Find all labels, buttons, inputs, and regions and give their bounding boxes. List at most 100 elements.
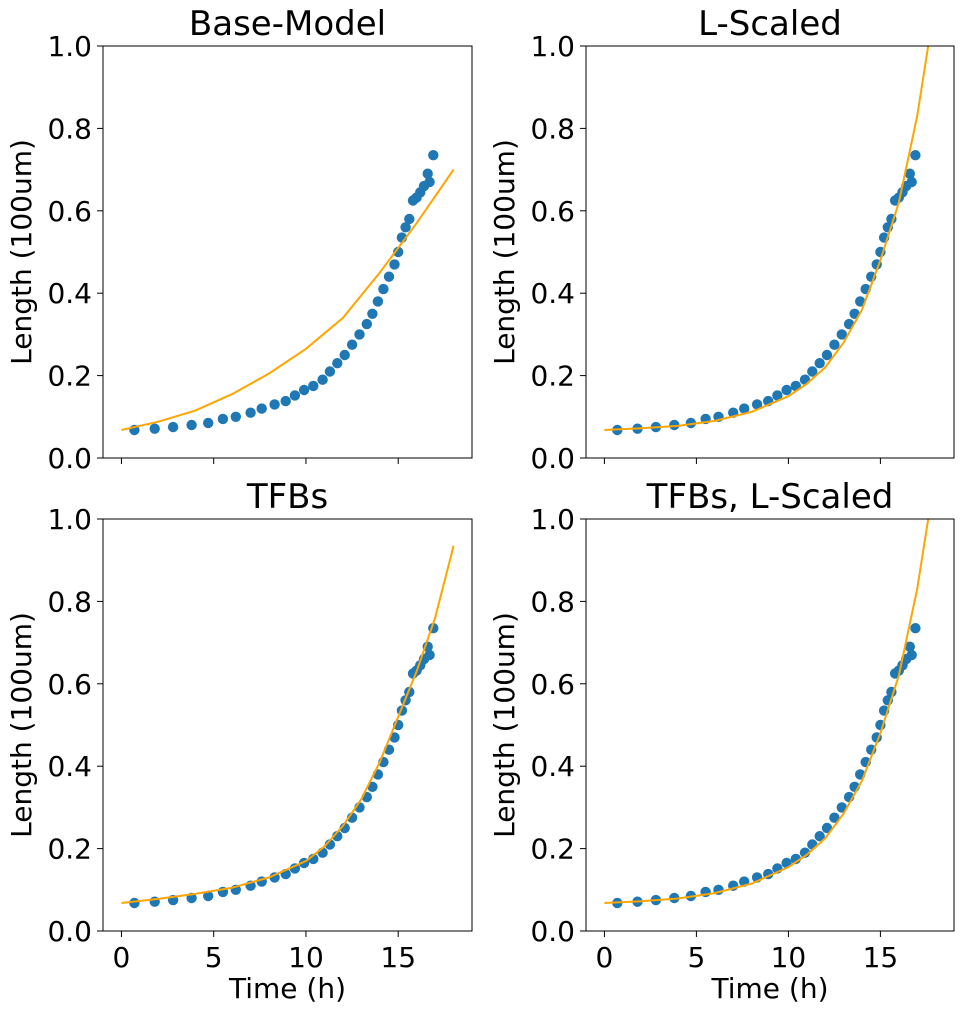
y-tick-label: 0.6 [530,668,575,701]
data-point [807,366,818,377]
data-point [256,403,267,414]
y-tick-label: 0.8 [530,112,575,145]
y-tick-label: 0.2 [47,833,92,866]
subplot-title: TFBs, L-Scaled [646,477,894,517]
x-tick-label: 0 [113,941,131,974]
data-point [428,150,439,161]
subplot-title: TFBs [246,477,328,517]
data-point [203,417,214,429]
data-point [772,390,783,401]
plot-area [121,150,455,436]
data-point [855,296,866,307]
y-tick-label: 1.0 [47,503,92,536]
data-point [298,384,310,396]
x-tick-label: 10 [288,941,324,974]
data-point [910,150,921,161]
plot-area [121,545,455,909]
data-point [332,358,343,369]
data-point [422,168,433,179]
data-point [230,411,241,422]
data-point [904,641,915,652]
data-point [339,349,350,361]
y-tick-label: 0.0 [530,442,575,475]
y-tick-label: 0.4 [47,277,92,310]
axes-frame [102,45,473,459]
data-point [289,390,301,401]
subplot-4: 0.0 0.2 0.4 0.6 0.8 1.0 0 5 10 15 TFBs, L-Scaled Le… [488,477,955,1005]
data-point [245,407,256,418]
y-tick-label: 0.8 [530,585,575,618]
data-point [910,623,921,634]
data-point [814,831,825,842]
data-point [367,308,378,319]
data-point [400,222,411,233]
subplot-1: 0.0 0.2 0.4 0.6 0.8 1.0 Base-Model Length (100u… [5,4,473,475]
x-tick-label: 15 [863,941,899,974]
subplot-title: L-Scaled [698,4,842,44]
data-point [346,339,358,350]
y-axis-label: Length (100um) [488,139,521,365]
subplot-3: 0.0 0.2 0.4 0.6 0.8 1.0 0 5 10 15 TFBs Length (100u… [5,477,473,1005]
axes-frame [102,518,473,932]
y-tick-label: 0.4 [530,277,575,310]
fit-curve [604,519,930,904]
axes-frame [585,518,955,932]
y-tick-label: 1.0 [530,503,575,536]
axes-frame [585,45,955,459]
y-tick-label: 0.8 [47,112,92,145]
x-tick-label: 10 [771,941,807,974]
data-point [685,417,697,429]
data-point [821,822,833,834]
data-point [404,213,415,225]
data-point [378,283,389,295]
x-tick-label: 0 [595,941,613,974]
x-axis-label: Time (h) [710,972,828,1005]
y-axis-label: Length (100um) [488,612,521,838]
data-point [372,296,384,307]
y-tick-label: 1.0 [530,30,575,63]
y-axis-label: Length (100um) [5,139,38,365]
data-point [829,812,840,823]
data-point [324,366,336,377]
data-point [814,358,825,369]
subplot-2: 0.0 0.2 0.4 0.6 0.8 1.0 L-Scaled Length (100um) [488,4,955,475]
data-point [424,176,435,188]
data-point [424,649,435,661]
data-point [186,419,197,431]
data-point [393,246,404,258]
data-point [167,421,179,433]
data-point [149,423,160,434]
y-tick-label: 0.4 [47,750,92,783]
y-tick-label: 0.2 [47,360,92,393]
y-axis-label: Length (100um) [5,612,38,838]
x-tick-label: 15 [380,941,416,974]
data-point [906,649,917,661]
data-point [129,897,140,909]
subplot-title: Base-Model [189,4,386,44]
data-point [383,271,395,282]
y-tick-label: 0.6 [530,195,575,228]
data-point [829,339,840,350]
x-axis-label: Time (h) [228,972,346,1005]
data-point [308,380,319,392]
data-point [203,890,214,902]
data-point [354,329,365,340]
y-tick-label: 0.0 [47,915,92,948]
data-point [669,419,680,431]
fit-curve [121,545,455,904]
x-tick-label: 5 [205,941,223,974]
y-tick-label: 0.2 [530,360,575,393]
y-tick-label: 0.0 [47,442,92,475]
y-tick-label: 1.0 [47,30,92,63]
y-tick-label: 0.6 [47,668,92,701]
data-point [781,384,792,396]
plot-area [604,46,930,436]
fit-curve [604,46,930,431]
y-tick-label: 0.6 [47,195,92,228]
plot-area [604,519,930,909]
data-point [906,176,917,188]
data-point [751,399,763,410]
y-tick-label: 0.0 [530,915,575,948]
data-point [821,349,833,361]
